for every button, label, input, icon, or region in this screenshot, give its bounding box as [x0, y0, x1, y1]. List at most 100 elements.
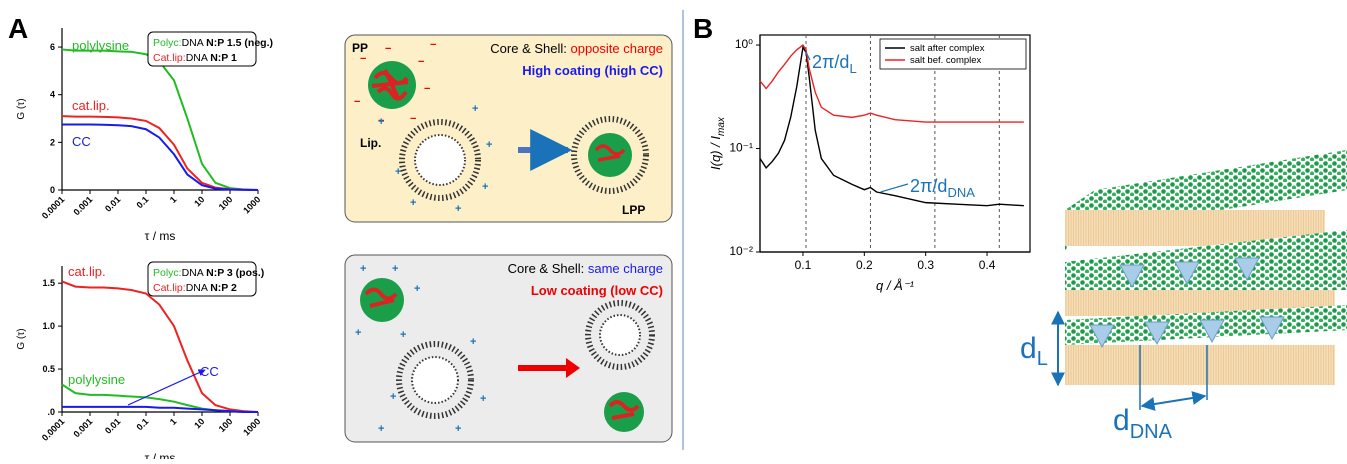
annotation-box [147, 31, 257, 67]
data-line [62, 123, 259, 191]
annotation-leader [805, 52, 811, 61]
legend-box [879, 38, 1027, 70]
data-line [61, 48, 259, 191]
svg-text:−: − [360, 53, 366, 65]
svg-text:+: + [470, 336, 476, 348]
liposome-inner [411, 356, 459, 404]
lamellar-illustration: dL dDNA [1020, 150, 1347, 443]
x-axis-label: τ / ms [145, 229, 176, 243]
x-tick-label: 100 [217, 194, 235, 212]
scheme-coating: High coating (high CC) [522, 63, 663, 78]
data-line [759, 45, 1024, 207]
x-tick-label: 0.001 [71, 416, 94, 439]
y-tick-label: 10⁻¹ [729, 141, 753, 155]
y-axis-label-text: G (τ) [16, 328, 27, 349]
annotation-line: Polyc:DNA N:P 3 (pos.) [153, 267, 264, 279]
svg-text:−: − [385, 43, 391, 55]
x-tick-label: 1 [168, 416, 179, 427]
x-tick-label: 100 [217, 416, 235, 434]
dna-cones [1089, 257, 1285, 349]
svg-text:−: − [418, 56, 424, 68]
svg-text:+: + [378, 116, 384, 128]
y-tick-label: 10⁰ [735, 37, 753, 51]
liposome-inner [414, 134, 466, 186]
svg-text:+: + [395, 166, 401, 178]
liposome-inner [599, 314, 641, 356]
y-axis-label-text: G (τ) [16, 98, 27, 119]
label-pp: PP [352, 41, 368, 55]
lpp [571, 116, 649, 194]
scheme-heading: Core & Shell: opposite charge [490, 41, 663, 56]
x-tick-label: 0.01 [103, 416, 122, 435]
annotation-line: Cat.lip:DNA N:P 1 [153, 52, 237, 64]
chart: .0 0.5 1.0 1.5 0.0001 0.001 0.01 0.1 1 10 100 1000 G… [16, 261, 264, 464]
y-axis-label: I(q) / Imax [708, 116, 727, 170]
slab-side [1065, 345, 1335, 385]
annotation-box [147, 261, 257, 297]
x-tick-label: 0.001 [71, 194, 94, 217]
positive-charges: + + + + + + + [378, 103, 492, 215]
svg-text:−: − [424, 83, 430, 95]
x-tick-label: 0.1 [134, 194, 150, 210]
scheme-bottom: Core & Shell: same charge Low coating (l… [344, 254, 673, 443]
x-tick-label: 0.0001 [40, 194, 67, 221]
data-line [62, 405, 258, 413]
svg-text:−: − [410, 113, 416, 125]
dna [371, 69, 409, 101]
svg-text:−: − [430, 39, 436, 51]
panel-label: A [8, 13, 28, 44]
dl-label: dL [1020, 332, 1048, 370]
annotation-segment: Polyc: [153, 37, 182, 49]
negative-charges: −−−−−−−− [354, 39, 436, 127]
annotation-segment: DNA [182, 267, 207, 279]
annotation-sub: L [849, 61, 856, 76]
y-tick-label: 0 [50, 185, 55, 195]
label-lpp: LPP [622, 203, 645, 217]
y-tick-label: 0.5 [42, 364, 55, 374]
data-line [61, 115, 259, 191]
liposome [396, 341, 474, 419]
annotation-text: 2π/d [910, 176, 947, 196]
lpp-core [588, 133, 632, 177]
svg-text:+: + [480, 393, 486, 405]
chart: 10⁻² 10⁻¹ 10⁰ 0.1 0.2 0.3 0.4 I(q) / Imax q / Å⁻… [708, 34, 1031, 293]
annotation-line: Cat.lip:DNA N:P 2 [153, 282, 237, 294]
series-label: polylysine [72, 38, 129, 53]
annotation-segment: N:P 1 [210, 52, 237, 64]
svg-text:+: + [355, 327, 361, 339]
scheme-coating: Low coating (low CC) [531, 283, 663, 298]
dna [364, 287, 398, 308]
annotation-segment: DNA [182, 37, 207, 49]
annotation-sub: DNA [947, 185, 975, 200]
y-tick-label: 10⁻² [729, 244, 753, 258]
annotation-segment: DNA [186, 282, 211, 294]
particle [360, 278, 404, 322]
positive-charges: + + + + + + + + + + [355, 263, 486, 435]
svg-text:+: + [392, 263, 398, 275]
chart: 0 2 4 6 0.0001 0.001 0.01 0.1 1 10 100 1000 G (τ) τ /… [16, 28, 273, 243]
y-tick-label: 1.5 [42, 278, 55, 288]
y-tick-label: 4 [50, 90, 55, 100]
svg-text:+: + [482, 181, 488, 193]
legend-label: salt bef. complex [910, 55, 982, 66]
annotation-segment: N:P 3 (pos.) [206, 267, 264, 279]
ddna-arrow [1140, 391, 1207, 411]
x-axis-label: τ / ms [145, 451, 176, 459]
dna [608, 400, 640, 420]
series-label: cat.lip. [68, 264, 106, 279]
annotation-segment: Cat.lip: [153, 52, 186, 64]
data-line [61, 280, 259, 413]
label-lip: Lip. [360, 136, 381, 150]
svg-text:+: + [410, 197, 416, 209]
x-tick-label: 10 [192, 416, 206, 430]
x-axis-label: q / Å⁻¹ [876, 278, 915, 293]
svg-text:+: + [360, 263, 366, 275]
liposome [585, 300, 655, 370]
y-axis-label: G (τ) [16, 328, 27, 349]
arrow-head [566, 358, 580, 378]
annotation-text: 2π/d [812, 52, 849, 72]
svg-text:−: − [378, 115, 384, 127]
scheme-top: Core & Shell: opposite charge High coati… [344, 34, 673, 223]
x-tick-label: 0.4 [979, 258, 996, 272]
